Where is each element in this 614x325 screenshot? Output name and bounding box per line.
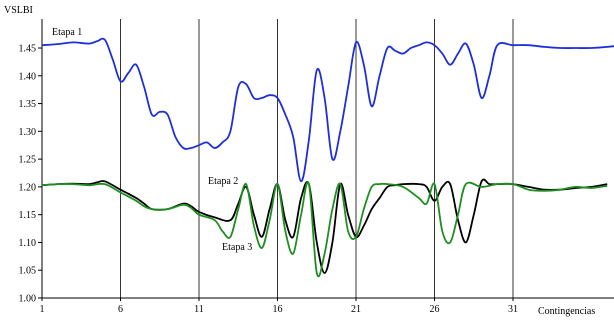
series-lines (41, 37, 614, 278)
y-tick-label: 1.40 (19, 71, 37, 82)
x-tick-label: 26 (430, 304, 440, 315)
grid-lines (120, 19, 514, 298)
y-tick-label: 1.00 (19, 294, 37, 305)
y-tick-label: 1.35 (19, 99, 37, 110)
annotation-etapa-1: Etapa 1 (52, 27, 82, 38)
y-tick-label: 1.45 (19, 44, 37, 55)
annotation-etapa-3: Etapa 3 (222, 242, 252, 253)
y-axis-label: VSLBI (4, 5, 33, 16)
x-tick-label: 21 (351, 304, 361, 315)
series-line-1 (41, 37, 614, 183)
tick-labels: 1 6 11 16 21 26 311.001.051.101.151.201.251.30… (19, 44, 519, 316)
x-tick-label: 11 (194, 304, 204, 315)
series-line-3 (41, 181, 608, 278)
y-tick-label: 1.10 (19, 238, 37, 249)
y-tick-label: 1.15 (19, 210, 37, 221)
x-tick-label: 31 (508, 304, 518, 315)
annotation-etapa-2: Etapa 2 (208, 176, 238, 187)
x-tick-label: 6 (118, 304, 123, 315)
y-tick-label: 1.25 (19, 155, 37, 166)
x-tick-label: 16 (273, 304, 283, 315)
y-tick-label: 1.30 (19, 127, 37, 138)
series-line-2 (41, 178, 608, 274)
y-tick-label: 1.20 (19, 182, 37, 193)
y-tick-label: 1.05 (19, 266, 37, 277)
x-axis-label: Contingencias (538, 306, 595, 317)
x-tick-label: 1 (40, 304, 45, 315)
axes (38, 19, 614, 301)
